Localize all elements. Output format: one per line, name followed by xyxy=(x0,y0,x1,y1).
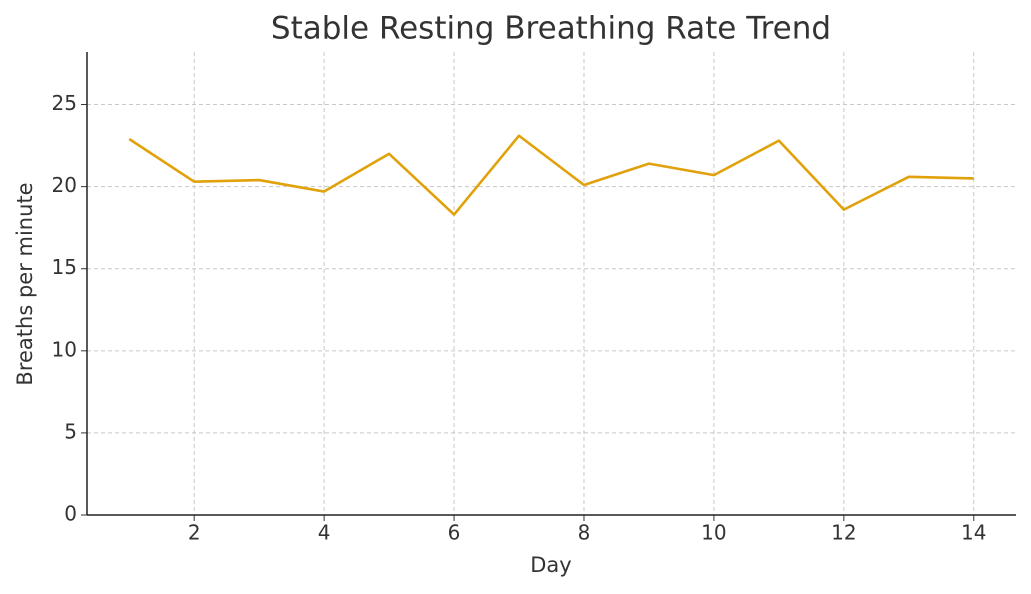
x-axis-label: Day xyxy=(530,553,571,577)
x-tick-label: 4 xyxy=(318,521,331,545)
y-axis-label: Breaths per minute xyxy=(13,182,37,385)
y-tick-label: 20 xyxy=(52,173,77,197)
y-tick-label: 15 xyxy=(52,255,77,279)
data-line xyxy=(128,134,974,216)
y-tick-label: 25 xyxy=(52,91,77,115)
x-tick-label: 10 xyxy=(701,521,726,545)
y-tick-label: 10 xyxy=(52,337,77,361)
x-tick-label: 2 xyxy=(188,521,201,545)
y-tick-label: 5 xyxy=(64,419,77,443)
chart-title: Stable Resting Breathing Rate Trend xyxy=(271,11,831,47)
x-tick-label: 14 xyxy=(961,521,986,545)
x-tick-label: 12 xyxy=(831,521,856,545)
y-tick-label: 0 xyxy=(64,502,77,526)
x-tick-label: 8 xyxy=(578,521,591,545)
x-tick-label: 6 xyxy=(448,521,461,545)
